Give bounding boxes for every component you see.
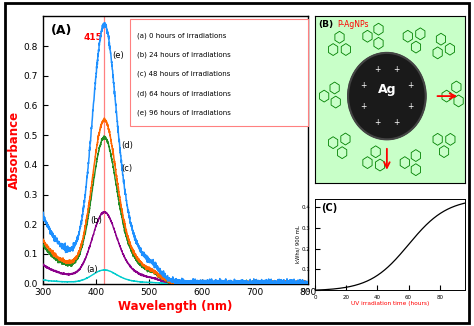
- Text: (e): (e): [113, 51, 125, 60]
- Text: +: +: [407, 102, 413, 111]
- Text: (B): (B): [318, 20, 333, 29]
- FancyBboxPatch shape: [130, 19, 308, 126]
- Text: (a) 0 hours of irradiations: (a) 0 hours of irradiations: [137, 32, 226, 39]
- Text: P-AgNPs: P-AgNPs: [337, 20, 369, 29]
- Y-axis label: kWhs/ 900 mL: kWhs/ 900 mL: [295, 226, 300, 263]
- Text: +: +: [360, 81, 366, 90]
- Text: +: +: [393, 118, 400, 127]
- Text: 415: 415: [83, 33, 102, 41]
- X-axis label: Wavelength (nm): Wavelength (nm): [118, 300, 233, 313]
- Text: (d) 64 hours of irradiations: (d) 64 hours of irradiations: [137, 90, 231, 96]
- Text: +: +: [393, 66, 400, 75]
- Text: (C): (C): [321, 203, 337, 214]
- Text: Ag: Ag: [378, 83, 396, 96]
- Text: +: +: [374, 66, 380, 75]
- Text: (d): (d): [121, 141, 133, 151]
- Text: +: +: [407, 81, 413, 90]
- Text: (c) 48 hours of irradiations: (c) 48 hours of irradiations: [137, 71, 230, 77]
- X-axis label: UV irradiation time (hours): UV irradiation time (hours): [351, 302, 429, 306]
- Text: (A): (A): [51, 24, 72, 37]
- Text: (b) 24 hours of irradiations: (b) 24 hours of irradiations: [137, 52, 231, 58]
- Text: +: +: [374, 118, 380, 127]
- Y-axis label: Absorbance: Absorbance: [8, 111, 21, 189]
- Text: (b): (b): [91, 216, 102, 225]
- Text: (a): (a): [87, 265, 98, 274]
- Text: (e) 96 hours of irradiations: (e) 96 hours of irradiations: [137, 109, 231, 116]
- Text: +: +: [360, 102, 366, 111]
- Circle shape: [348, 53, 426, 139]
- Text: (c): (c): [121, 164, 132, 173]
